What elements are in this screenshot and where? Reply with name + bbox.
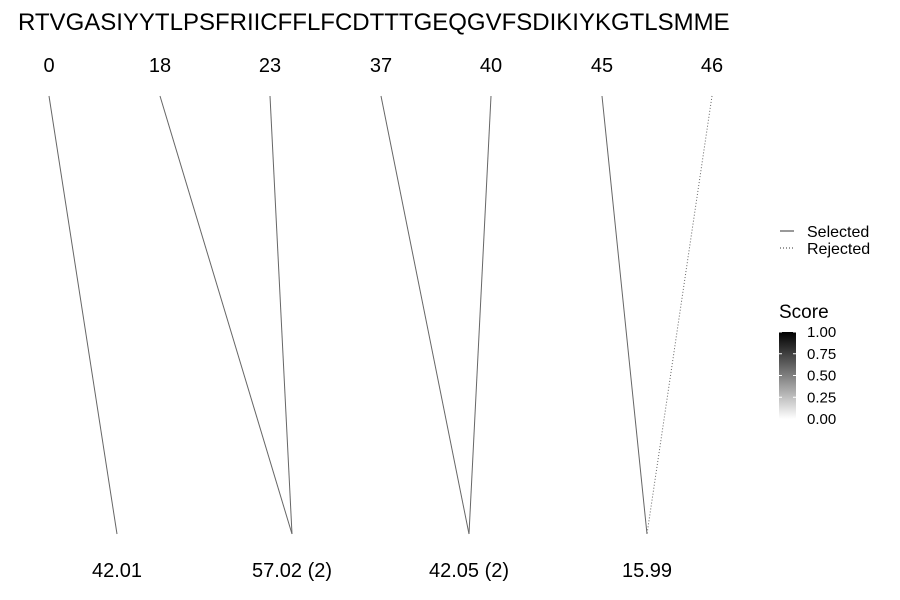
- legend-selected-label: Selected: [807, 224, 869, 241]
- legend-rejected-label: Rejected: [807, 241, 870, 258]
- score-tick-label: 0.50: [807, 368, 836, 385]
- top-label: 0: [43, 55, 54, 77]
- top-label: 37: [370, 55, 392, 77]
- selected-connection-line: [468, 95, 492, 535]
- score-legend-title: Score: [779, 302, 829, 323]
- bottom-label: 42.01: [92, 560, 142, 582]
- selected-connection-line: [48, 95, 118, 535]
- selected-connection-line: [601, 95, 648, 535]
- selected-connection-line: [159, 95, 293, 535]
- top-labels: 0 18 23 37 40 45 46: [43, 55, 723, 77]
- top-label: 45: [591, 55, 613, 77]
- bottom-label: 42.05 (2): [429, 560, 509, 582]
- score-legend: Score 1.00 0.75 0.50 0.25 0.00: [779, 302, 836, 428]
- selected-connection-line: [380, 95, 470, 535]
- score-tick-label: 0.25: [807, 389, 836, 406]
- score-tick-label: 0.75: [807, 346, 836, 363]
- selected-connection-line: [269, 95, 293, 535]
- sequence-text: RTVGASIYYTLPSFRIICFFLFCDTTTGEQGVFSDIKIYK…: [18, 9, 730, 36]
- line-type-legend: Selected Rejected: [780, 224, 870, 258]
- score-tick-label: 0.00: [807, 411, 836, 428]
- top-label: 23: [259, 55, 281, 77]
- top-label: 40: [480, 55, 502, 77]
- connection-lines: [48, 95, 713, 535]
- score-colorbar: [779, 332, 796, 419]
- bottom-label: 57.02 (2): [252, 560, 332, 582]
- score-tick-label: 1.00: [807, 324, 836, 341]
- rejected-connection-line: [646, 95, 713, 535]
- top-label: 18: [149, 55, 171, 77]
- score-ticks: 1.00 0.75 0.50 0.25 0.00: [779, 324, 836, 428]
- bottom-labels: 42.01 57.02 (2) 42.05 (2) 15.99: [92, 560, 672, 582]
- bottom-label: 15.99: [622, 560, 672, 582]
- top-label: 46: [701, 55, 723, 77]
